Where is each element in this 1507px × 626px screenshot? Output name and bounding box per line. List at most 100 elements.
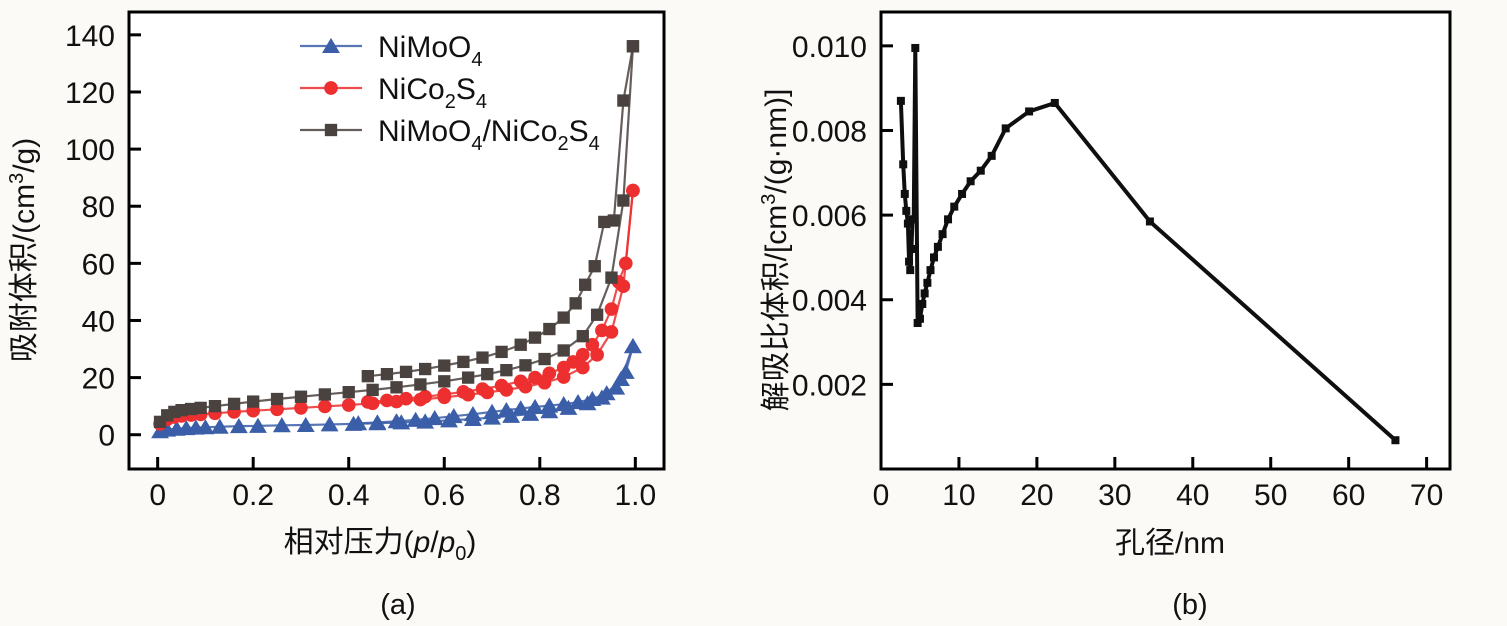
data-point-marker [380, 368, 394, 381]
legend-label: NiMoO4/NiCo2S4 [378, 115, 600, 155]
legend-square-marker [324, 123, 338, 137]
data-point-marker [966, 177, 975, 186]
y-tick-label: 0.008 [792, 115, 867, 148]
data-point-marker [380, 393, 394, 408]
data-point-marker [896, 96, 905, 105]
data-point-marker [576, 330, 589, 343]
y-axis-title-b: 解吸比体积/[cm3/(g·nm)] [758, 89, 793, 412]
x-tick-label: 0 [873, 479, 890, 512]
data-point-marker [906, 266, 915, 275]
data-point-marker [528, 370, 542, 385]
data-point-marker [987, 151, 996, 160]
data-point-marker [419, 362, 432, 376]
data-point-marker [597, 385, 616, 401]
data-point-marker [194, 401, 207, 415]
y-tick-label: 20 [82, 363, 115, 396]
data-point-marker [483, 403, 501, 419]
data-point-marker [617, 194, 630, 207]
x-tick-label: 20 [1020, 479, 1053, 512]
data-point-marker [913, 319, 922, 328]
x-tick-labels-a: 0 0.2 0.4 0.6 0.8 1.0 [149, 479, 656, 512]
data-point-marker [500, 364, 513, 377]
y-tick-label: 140 [65, 20, 115, 53]
data-point-marker [208, 400, 222, 413]
x-tick-label: 60 [1332, 479, 1365, 512]
plot-frame-b [879, 10, 1452, 471]
data-point-marker [247, 395, 260, 408]
data-point-marker [926, 266, 935, 275]
axis-ticks-a [129, 33, 637, 469]
data-point-marker [900, 189, 909, 198]
data-point-marker [958, 189, 967, 198]
data-point-marker [607, 214, 621, 227]
panel-caption-a: (a) [380, 589, 415, 621]
data-point-marker [511, 400, 530, 416]
data-point-marker [909, 215, 918, 224]
data-point-marker [612, 370, 630, 387]
panel-b: 0 10 20 30 40 50 60 70 0.002 0.004 0.006 0.008 0.01… [750, 0, 1507, 626]
data-point-marker [349, 415, 368, 431]
data-point-marker [528, 331, 542, 344]
data-point-marker [342, 386, 355, 399]
data-point-marker [494, 378, 509, 393]
data-point-marker [905, 257, 914, 266]
x-tick-label: 0.8 [519, 479, 561, 512]
data-point-marker [624, 338, 642, 354]
data-point-marker [249, 417, 267, 433]
legend-circle-marker [324, 81, 338, 95]
data-point-marker [481, 368, 494, 381]
data-point-marker [399, 365, 413, 379]
panel-a: 0 0.2 0.4 0.6 0.8 1.0 0 20 40 60 80 100 120 140 NiMo… [0, 0, 750, 626]
data-point-marker [605, 271, 618, 284]
data-point-marker [270, 402, 284, 417]
x-tick-labels-b: 0 10 20 30 40 50 60 70 [873, 479, 1444, 512]
data-point-marker [456, 385, 471, 399]
data-point-marker [210, 418, 229, 434]
data-point-marker [902, 206, 911, 215]
x-tick-label: 0.2 [232, 479, 274, 512]
data-point-marker [899, 160, 908, 169]
data-point-marker [590, 308, 604, 321]
x-tick-label: 70 [1410, 479, 1443, 512]
data-point-marker [618, 256, 633, 271]
data-point-marker [438, 359, 451, 372]
data-point-marker [1391, 436, 1400, 445]
data-point-marker [184, 402, 198, 416]
y-axis-title-a: 吸附体积/(cm3/g) [6, 138, 41, 362]
data-point-marker [933, 242, 942, 251]
data-point-marker [604, 302, 619, 316]
y-tick-label: 80 [82, 191, 115, 224]
data-point-marker [414, 378, 427, 391]
data-point-marker [366, 383, 379, 397]
data-point-marker [390, 381, 403, 394]
data-point-marker [598, 215, 611, 229]
data-point-marker [514, 338, 527, 351]
data-point-marker [626, 40, 640, 53]
data-point-marker [918, 299, 927, 308]
data-point-marker [944, 215, 953, 224]
data-point-marker [950, 202, 959, 211]
x-tick-label: 40 [1176, 479, 1209, 512]
y-tick-label: 120 [65, 77, 115, 110]
data-point-marker [617, 94, 630, 107]
data-point-marker [196, 419, 215, 435]
data-point-marker [569, 393, 587, 410]
data-point-marker [607, 379, 626, 395]
y-tick-labels-b: 0.002 0.004 0.006 0.008 0.010 [792, 31, 867, 403]
x-tick-label: 0.4 [328, 479, 370, 512]
x-tick-label: 0 [149, 479, 166, 512]
data-point-marker [575, 347, 590, 362]
data-point-marker [464, 405, 482, 422]
y-tick-label: 0 [98, 420, 115, 453]
data-point-marker [318, 399, 332, 414]
data-point-marker [907, 244, 916, 253]
y-tick-label: 0.004 [792, 285, 867, 318]
data-point-marker [976, 166, 985, 175]
data-point-marker [475, 382, 490, 396]
data-point-marker [294, 401, 308, 415]
y-tick-label: 0.002 [792, 369, 867, 402]
data-point-marker [557, 311, 570, 324]
x-tick-label: 30 [1098, 479, 1131, 512]
